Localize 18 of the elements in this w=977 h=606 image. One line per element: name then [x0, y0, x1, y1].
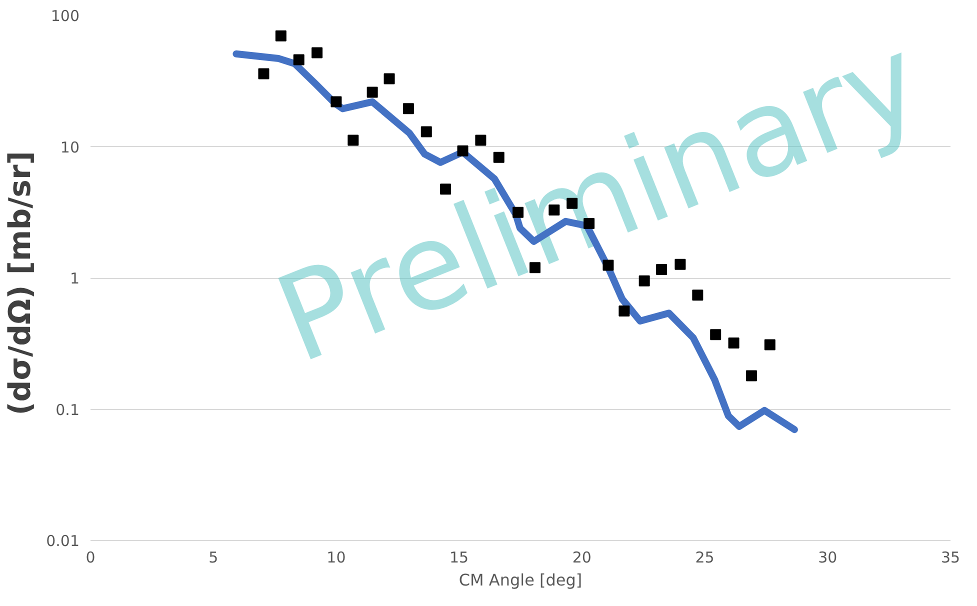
x-tick-label: 20 [572, 548, 592, 566]
x-tick-label: 0 [86, 548, 96, 566]
x-tick-label: 15 [450, 548, 469, 566]
point [746, 370, 757, 382]
point [258, 68, 270, 80]
x-tick-label: 35 [940, 548, 960, 566]
y-tick-label: 0.01 [46, 532, 80, 550]
point [275, 30, 286, 42]
y-tick-label: 0.1 [56, 400, 80, 419]
y-tick-label: 10 [60, 138, 80, 156]
x-tick-label: 10 [326, 548, 346, 566]
x-tick-label: 25 [695, 548, 714, 566]
x-tick-label: 5 [208, 548, 218, 566]
y-tick-label: 100 [50, 7, 80, 25]
y-tick-label: 1 [70, 270, 80, 288]
x-tick-label: 30 [818, 548, 838, 566]
y-axis-title: (dσ/dΩ) [mb/sr] [3, 151, 38, 416]
x-axis-title: CM Angle [deg] [458, 570, 582, 590]
